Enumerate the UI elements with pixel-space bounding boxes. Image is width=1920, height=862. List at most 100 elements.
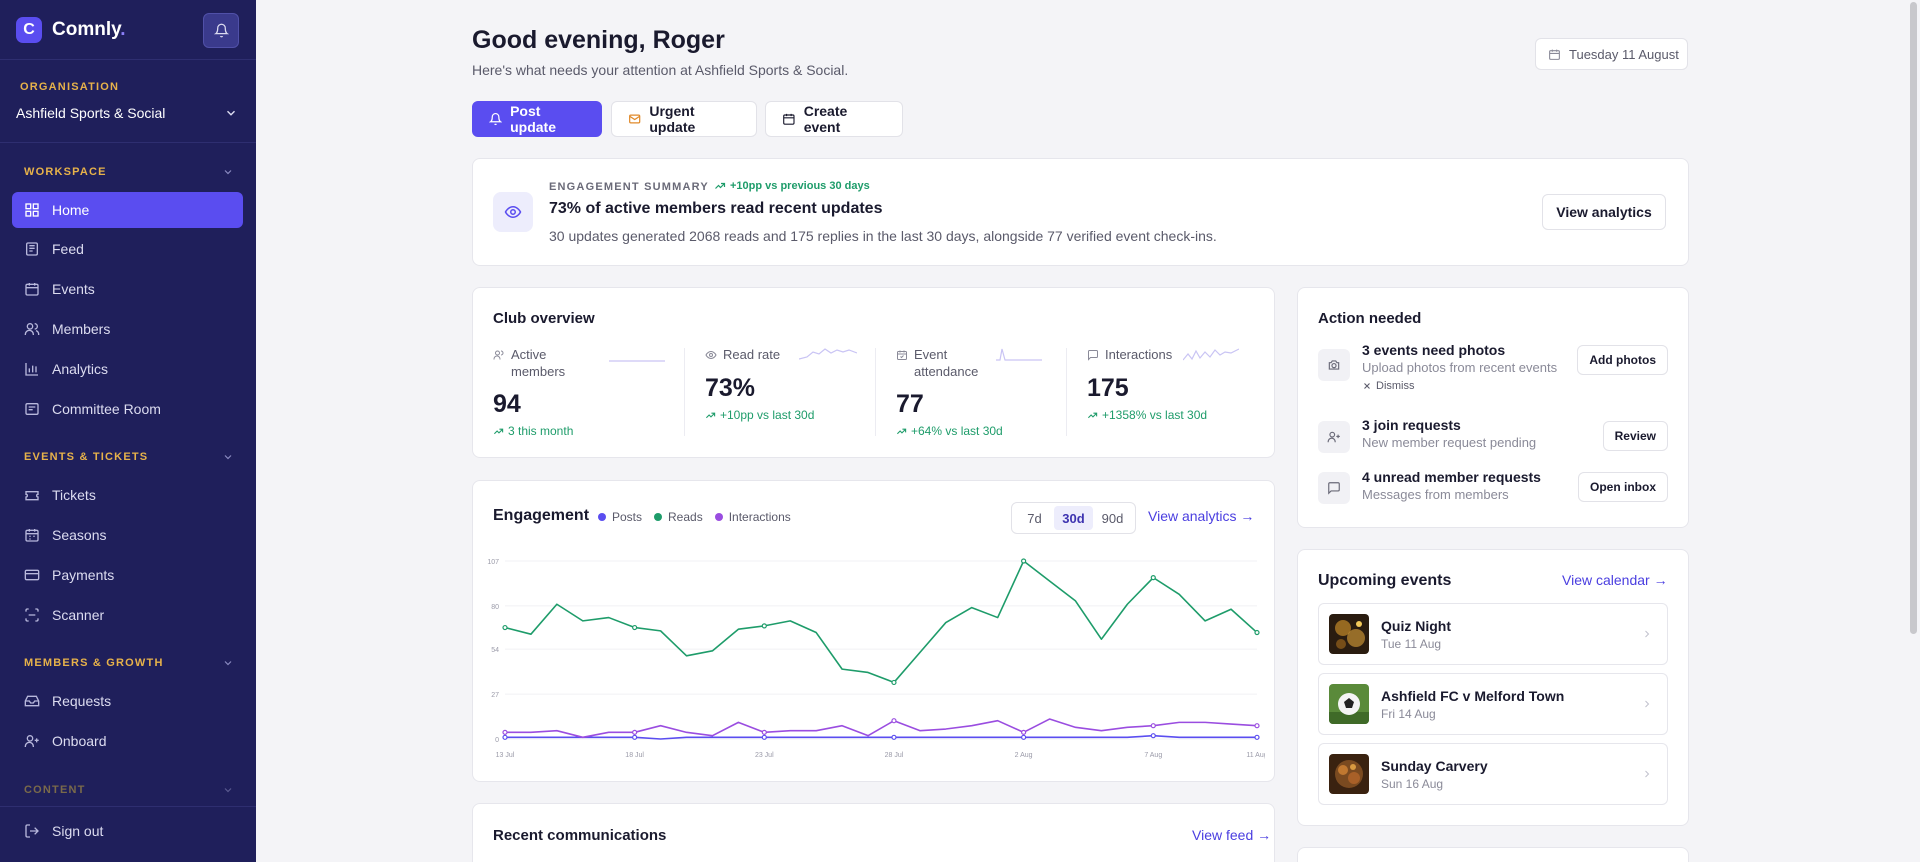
users-icon bbox=[24, 323, 40, 335]
dismiss-button[interactable]: Dismiss bbox=[1362, 380, 1415, 392]
post-update-button[interactable]: Post update bbox=[472, 101, 602, 137]
eye-icon-box bbox=[493, 192, 533, 232]
engagement-summary-headline: 73% of active members read recent update… bbox=[549, 200, 883, 217]
create-event-label: Create event bbox=[803, 103, 848, 135]
trending-up-icon bbox=[493, 428, 504, 434]
section-members-growth[interactable]: MEMBERS & GROWTH bbox=[24, 657, 234, 669]
message-square-icon bbox=[1088, 350, 1098, 361]
stat-divider bbox=[684, 348, 685, 436]
mail-icon bbox=[629, 114, 641, 124]
close-icon bbox=[1364, 383, 1370, 389]
review-button[interactable]: Review bbox=[1602, 421, 1668, 451]
data-point-posts bbox=[632, 734, 638, 740]
sidebar-item-scanner[interactable]: Scanner bbox=[12, 597, 243, 633]
message-square-icon bbox=[25, 403, 39, 415]
legend-item-posts: Posts bbox=[598, 510, 642, 524]
ticket-icon bbox=[25, 491, 39, 501]
club-overview-card: Club overview Active members 94 3 this m… bbox=[472, 287, 1275, 458]
view-analytics-button[interactable]: View analytics bbox=[1542, 194, 1666, 230]
event-row-sunday-carvery[interactable]: Sunday Carvery Sun 16 Aug bbox=[1318, 743, 1668, 805]
scrollbar-thumb[interactable] bbox=[1910, 2, 1917, 634]
notifications-button[interactable] bbox=[203, 13, 239, 48]
sidebar-item-home[interactable]: Home bbox=[12, 192, 243, 228]
sidebar-item-members[interactable]: Members bbox=[12, 311, 243, 347]
sidebar-item-label: Tickets bbox=[52, 487, 96, 503]
data-point-reads bbox=[502, 624, 508, 631]
camera-icon-box bbox=[1318, 349, 1350, 381]
sidebar-item-analytics[interactable]: Analytics bbox=[12, 351, 243, 387]
section-members-growth-label: MEMBERS & GROWTH bbox=[24, 657, 164, 669]
sign-out-label: Sign out bbox=[52, 823, 104, 839]
engagement-line-chart: 0 27 54 80 107 13 Jul 18 Jul 23 Jul 28 Jul 2 Aug 7… bbox=[487, 558, 1265, 759]
sidebar-item-tickets[interactable]: Tickets bbox=[12, 477, 243, 513]
sidebar-item-feed[interactable]: Feed bbox=[12, 231, 243, 267]
stat-label: Read rate bbox=[723, 347, 781, 362]
section-workspace[interactable]: WORKSPACE bbox=[24, 166, 234, 178]
stat-active-members: Active members 94 3 this month bbox=[493, 346, 665, 438]
urgent-update-button[interactable]: Urgent update bbox=[611, 101, 757, 137]
view-feed-link[interactable]: View feed → bbox=[1192, 827, 1272, 843]
x-tick-label: 2 Aug bbox=[1015, 752, 1033, 759]
view-analytics-link[interactable]: View analytics → bbox=[1148, 508, 1255, 524]
calendar-icon bbox=[1549, 49, 1560, 60]
range-90d[interactable]: 90d bbox=[1101, 510, 1124, 526]
data-point-reads bbox=[1021, 558, 1027, 564]
sidebar-divider bbox=[0, 806, 256, 807]
legend-dot bbox=[714, 513, 723, 521]
page-scrollbar[interactable] bbox=[1906, 0, 1920, 862]
sidebar-item-label: Home bbox=[52, 202, 90, 218]
sidebar-item-seasons[interactable]: Seasons bbox=[12, 517, 243, 553]
trending-up-icon bbox=[705, 412, 716, 418]
range-7d[interactable]: 7d bbox=[1027, 510, 1042, 526]
open-inbox-button[interactable]: Open inbox bbox=[1578, 472, 1668, 502]
range-30d[interactable]: 30d bbox=[1054, 506, 1093, 530]
y-tick-label: 107 bbox=[487, 559, 499, 566]
y-tick-label: 54 bbox=[491, 647, 499, 654]
data-point-posts bbox=[891, 734, 897, 740]
brand-logo-icon: C bbox=[16, 16, 42, 43]
sidebar-item-events[interactable]: Events bbox=[12, 271, 243, 307]
event-thumbnail bbox=[1329, 684, 1369, 724]
sidebar-item-onboard[interactable]: Onboard bbox=[12, 723, 243, 759]
view-calendar-link[interactable]: View calendar → bbox=[1562, 572, 1668, 588]
data-point-posts bbox=[1021, 734, 1027, 740]
stat-delta: +1358% vs last 30d bbox=[1087, 408, 1207, 422]
chevron-right-icon bbox=[1645, 700, 1650, 708]
engagement-chart-card: Engagement Posts Reads Interactions 7d 3… bbox=[472, 480, 1275, 782]
add-photos-button[interactable]: Add photos bbox=[1577, 345, 1668, 375]
sparkline-event-attendance bbox=[996, 348, 1042, 361]
football-icon bbox=[1329, 684, 1369, 724]
legend-label: Reads bbox=[668, 510, 703, 524]
sign-out-button[interactable]: Sign out bbox=[12, 813, 243, 849]
data-point-reads bbox=[632, 624, 638, 631]
sidebar-item-label: Members bbox=[52, 321, 111, 337]
chevron-right-icon bbox=[1645, 770, 1650, 778]
engagement-summary-description: 30 updates generated 2068 reads and 175 … bbox=[549, 228, 1217, 244]
sidebar-item-committee-room[interactable]: Committee Room bbox=[12, 391, 243, 427]
engagement-title: Engagement bbox=[493, 507, 590, 524]
user-plus-icon-box bbox=[1318, 421, 1350, 453]
y-tick-label: 0 bbox=[495, 737, 499, 744]
sidebar-item-payments[interactable]: Payments bbox=[12, 557, 243, 593]
stat-delta-text: 3 this month bbox=[508, 424, 574, 438]
sidebar-item-requests[interactable]: Requests bbox=[12, 683, 243, 719]
sidebar-item-label: Feed bbox=[52, 241, 84, 257]
brand[interactable]: C Comnly. bbox=[0, 0, 256, 60]
dismiss-label: Dismiss bbox=[1376, 380, 1415, 392]
section-events-tickets[interactable]: EVENTS & TICKETS bbox=[24, 451, 234, 463]
legend-label: Posts bbox=[612, 510, 643, 524]
page-title: Good evening, Roger bbox=[472, 26, 725, 54]
legend-item-interactions: Interactions bbox=[714, 510, 791, 524]
recent-communications-title: Recent communications bbox=[493, 827, 667, 844]
page-subtitle: Here's what needs your attention at Ashf… bbox=[472, 62, 849, 78]
data-point-posts bbox=[1150, 733, 1156, 739]
section-content[interactable]: CONTENT bbox=[24, 784, 234, 796]
event-row-quiz-night[interactable]: Quiz Night Tue 11 Aug bbox=[1318, 603, 1668, 665]
create-event-button[interactable]: Create event bbox=[765, 101, 903, 137]
sparkline-active-members bbox=[609, 360, 665, 362]
engagement-summary-trend-text: +10pp vs previous 30 days bbox=[730, 180, 870, 192]
event-row-ashfield-fc[interactable]: Ashfield FC v Melford Town Fri 14 Aug bbox=[1318, 673, 1668, 735]
organisation-select[interactable]: Ashfield Sports & Social bbox=[16, 105, 238, 121]
stat-read-rate: Read rate 73% +10pp vs last 30d bbox=[705, 346, 875, 436]
stat-delta: +10pp vs last 30d bbox=[705, 408, 814, 422]
